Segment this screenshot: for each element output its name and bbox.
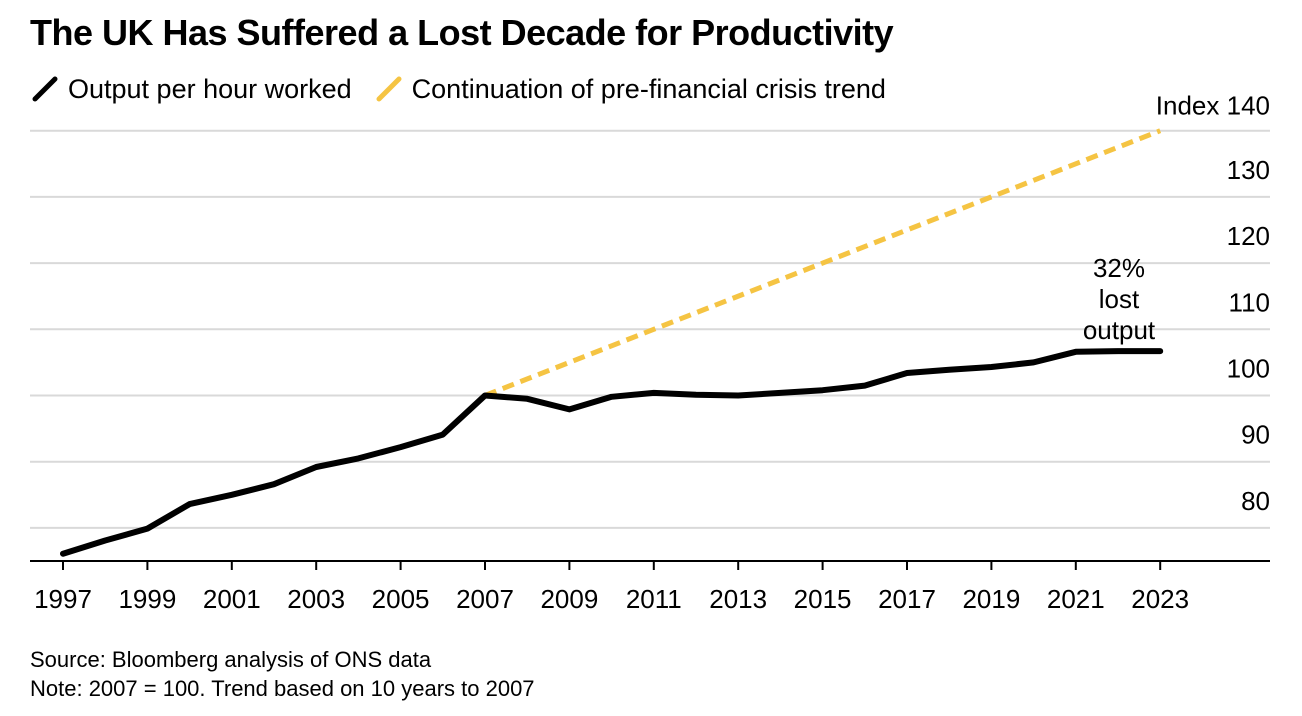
series-line-trend [484, 128, 1162, 398]
y-tick-label-120: 120 [1227, 221, 1270, 251]
y-tick-label-90: 90 [1241, 420, 1270, 450]
legend-item-output: Output per hour worked [30, 74, 352, 105]
x-tick-label-1997: 1997 [34, 584, 92, 614]
series-line-output [60, 348, 1164, 557]
annotation-line-3: output [1083, 315, 1156, 345]
legend-swatch-solid [32, 76, 58, 102]
legend-item-trend: Continuation of pre-financial crisis tre… [374, 74, 886, 105]
x-tick-label-2013: 2013 [709, 584, 767, 614]
x-tick-label-2015: 2015 [794, 584, 852, 614]
x-tick-label-2007: 2007 [456, 584, 514, 614]
line-chart: 80 90 100 110 120 130 Index 140 1997 1999 2001 200… [30, 91, 1270, 614]
x-tick-label-2005: 2005 [372, 584, 430, 614]
x-tick-label-2011: 2011 [626, 584, 682, 614]
y-tick-label-80: 80 [1241, 486, 1270, 516]
legend-swatch-dashed [376, 76, 402, 102]
source-note: Source: Bloomberg analysis of ONS data [30, 647, 432, 672]
y-tick-label-140: Index 140 [1156, 91, 1270, 121]
legend-label-trend: Continuation of pre-financial crisis tre… [411, 73, 886, 104]
legend-label-output: Output per hour worked [68, 73, 352, 104]
annotation-line-2: lost [1099, 284, 1140, 314]
x-tick-label-1999: 1999 [118, 584, 176, 614]
x-tick-label-2009: 2009 [540, 584, 598, 614]
x-tick-label-2023: 2023 [1131, 584, 1189, 614]
x-tick-label-2021: 2021 [1047, 584, 1105, 614]
annotation-line-1: 32% [1093, 253, 1145, 283]
x-tick-label-2003: 2003 [287, 584, 345, 614]
y-tick-label-100: 100 [1227, 354, 1270, 384]
y-tick-label-130: 130 [1227, 155, 1270, 185]
x-tick-label-2001: 2001 [203, 584, 261, 614]
y-tick-label-110: 110 [1229, 287, 1270, 317]
chart-title: The UK Has Suffered a Lost Decade for Pr… [30, 12, 894, 53]
legend: Output per hour worked Continuation of p… [30, 72, 908, 106]
chart-footer: Source: Bloomberg analysis of ONS data N… [30, 645, 535, 703]
x-tick-label-2019: 2019 [962, 584, 1020, 614]
method-note: Note: 2007 = 100. Trend based on 10 year… [30, 676, 535, 701]
x-tick-label-2017: 2017 [878, 584, 936, 614]
